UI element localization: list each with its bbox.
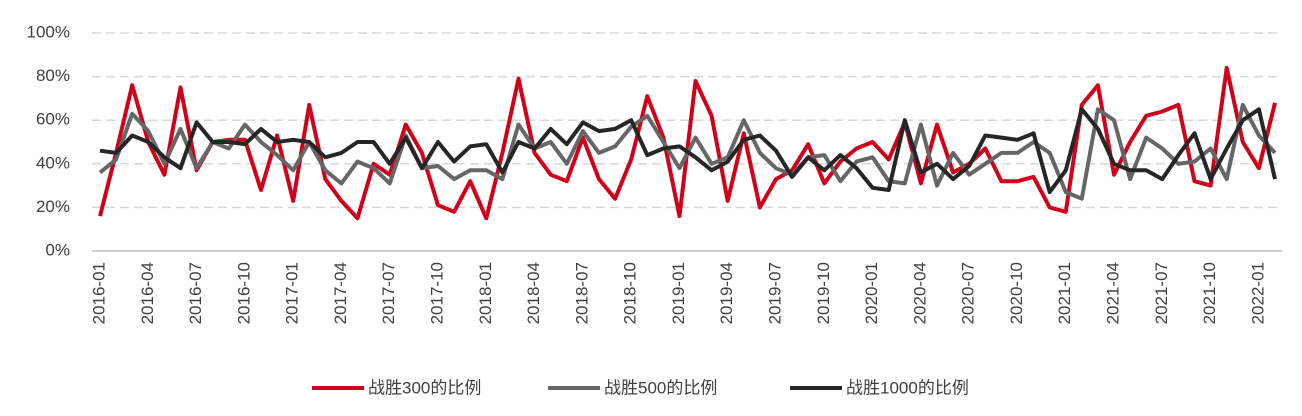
x-tick-label: 2016-04 bbox=[138, 262, 157, 324]
x-tick-label: 2022-01 bbox=[1248, 262, 1267, 324]
x-tick-label: 2021-07 bbox=[1152, 262, 1171, 324]
x-tick-label: 2016-01 bbox=[89, 262, 108, 324]
x-tick-label: 2020-04 bbox=[910, 262, 929, 324]
legend-label: 战胜1000的比例 bbox=[846, 378, 969, 397]
x-tick-label: 2019-04 bbox=[717, 262, 736, 324]
x-tick-label: 2017-04 bbox=[331, 262, 350, 324]
x-tick-label: 2018-10 bbox=[621, 262, 640, 324]
y-tick-label: 100% bbox=[27, 22, 70, 41]
x-tick-label: 2021-01 bbox=[1055, 262, 1074, 324]
x-tick-label: 2021-10 bbox=[1200, 262, 1219, 324]
x-tick-label: 2019-10 bbox=[814, 262, 833, 324]
y-tick-label: 80% bbox=[36, 66, 70, 85]
x-tick-label: 2016-10 bbox=[234, 262, 253, 324]
x-tick-label: 2017-01 bbox=[283, 262, 302, 324]
legend-label: 战胜300的比例 bbox=[368, 378, 481, 397]
x-tick-label: 2016-07 bbox=[186, 262, 205, 324]
x-tick-label: 2018-01 bbox=[476, 262, 495, 324]
x-tick-label: 2020-07 bbox=[959, 262, 978, 324]
x-tick-label: 2018-07 bbox=[572, 262, 591, 324]
x-tick-label: 2019-07 bbox=[766, 262, 785, 324]
x-tick-label: 2021-04 bbox=[1104, 262, 1123, 324]
y-tick-label: 20% bbox=[36, 197, 70, 216]
x-tick-label: 2017-07 bbox=[379, 262, 398, 324]
y-tick-label: 0% bbox=[45, 240, 70, 259]
x-tick-label: 2019-01 bbox=[669, 262, 688, 324]
series-line bbox=[99, 107, 1277, 195]
y-tick-label: 60% bbox=[36, 110, 70, 129]
y-tick-label: 40% bbox=[36, 153, 70, 172]
legend-label: 战胜500的比例 bbox=[604, 378, 717, 397]
x-tick-label: 2017-10 bbox=[427, 262, 446, 324]
x-tick-label: 2020-01 bbox=[862, 262, 881, 324]
x-tick-label: 2020-10 bbox=[1007, 262, 1026, 324]
x-tick-label: 2018-04 bbox=[524, 262, 543, 324]
